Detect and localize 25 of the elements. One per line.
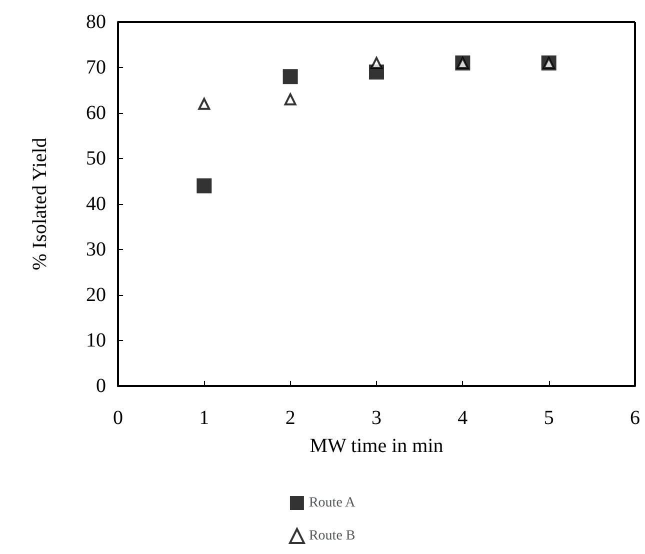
point (370, 56, 382, 69)
x-tick-label: 1 (199, 407, 210, 429)
point (284, 93, 296, 106)
point (282, 69, 298, 84)
x-tick-label: 5 (544, 407, 554, 429)
x-tick-label: 0 (113, 407, 123, 429)
y-tick-label: 20 (86, 284, 106, 306)
y-tick-label: 40 (86, 193, 106, 215)
x-axis-title: MW time in min (310, 435, 444, 457)
y-tick-label: 60 (86, 102, 106, 124)
legend-label: Route A (308, 496, 356, 510)
point (198, 98, 210, 110)
y-axis-title: % Isolated Yield (29, 138, 51, 270)
y-tick-label: 30 (86, 238, 106, 260)
x-tick-label: 2 (285, 407, 296, 429)
x-tick-label: 6 (630, 407, 640, 429)
y-tick-label: 80 (86, 11, 106, 33)
legend-label: Route B (308, 528, 356, 544)
point (196, 178, 212, 194)
y-tick-label: 50 (86, 148, 106, 170)
y-tick-label: 0 (96, 375, 106, 397)
y-tick-label: 70 (86, 56, 106, 78)
y-tick-label: 10 (86, 330, 106, 352)
x-tick-label: 3 (372, 407, 382, 429)
x-tick-label: 4 (458, 407, 468, 429)
